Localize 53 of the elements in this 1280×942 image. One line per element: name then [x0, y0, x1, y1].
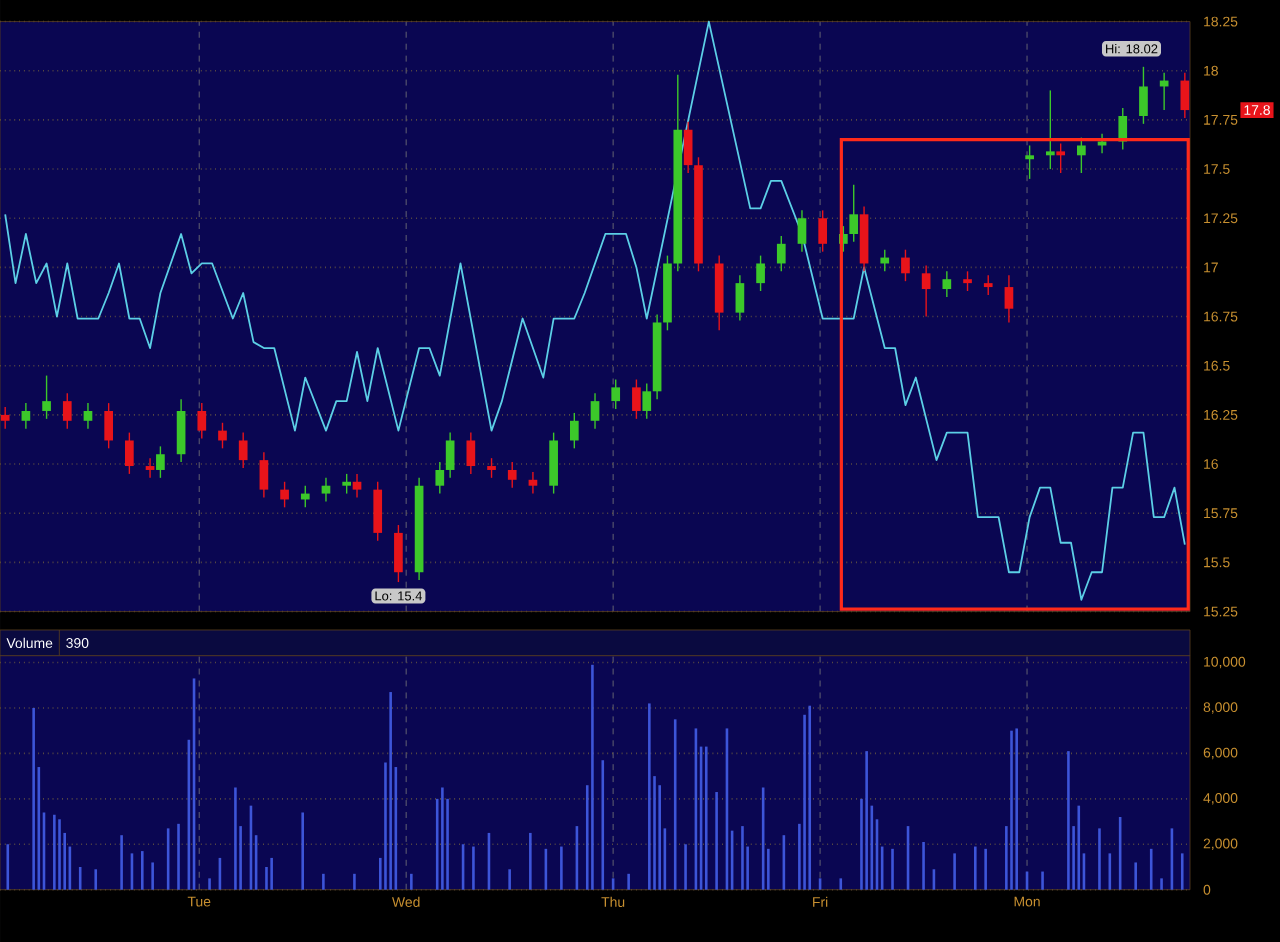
candlestick	[963, 270, 972, 292]
candlestick	[373, 481, 383, 542]
candlestick	[818, 209, 828, 253]
candlestick	[394, 524, 403, 583]
candlestick	[342, 473, 352, 495]
candlestick	[176, 398, 186, 463]
candlestick	[238, 431, 248, 469]
candlestick	[642, 382, 652, 420]
candlestick	[1004, 274, 1014, 324]
candlestick	[921, 264, 931, 318]
candlestick	[1025, 144, 1034, 180]
candlestick	[528, 471, 538, 495]
candlestick	[632, 378, 641, 420]
candlestick	[487, 457, 496, 479]
candlestick	[62, 392, 72, 430]
candlestick	[352, 473, 362, 499]
candlestick	[83, 402, 93, 430]
candlestick	[1118, 107, 1128, 151]
candlestick	[1056, 142, 1066, 174]
candlestick	[1077, 136, 1086, 174]
candlestick	[156, 445, 165, 479]
candlestick	[549, 431, 558, 495]
candlestick	[21, 402, 31, 430]
candlestick	[125, 431, 134, 475]
candlestick	[280, 481, 289, 509]
candlestick	[435, 461, 445, 495]
candlestick	[466, 431, 476, 475]
candlestick	[1045, 89, 1055, 170]
line-series	[4, 20, 1186, 601]
candlestick	[145, 457, 155, 479]
candlestick	[776, 235, 786, 273]
candlestick	[756, 254, 765, 292]
candlestick	[507, 461, 517, 489]
candlestick	[901, 249, 910, 282]
candlestick	[197, 402, 207, 440]
candlestick	[983, 274, 993, 296]
candlestick	[942, 270, 952, 298]
candlestick	[611, 378, 621, 410]
candlestick	[42, 374, 51, 420]
candlestick	[797, 209, 807, 253]
candlestick	[321, 477, 331, 503]
candlestick	[0, 406, 10, 430]
candlestick	[569, 412, 579, 450]
candlestick	[683, 121, 693, 174]
candlestick	[735, 274, 745, 322]
candlestick	[1139, 66, 1148, 125]
candlestick	[1180, 72, 1190, 119]
candlestick	[218, 422, 227, 450]
candlestick	[590, 392, 600, 430]
candlestick	[259, 451, 269, 499]
candlestick	[104, 402, 114, 450]
candlestick	[445, 431, 455, 479]
candlestick	[849, 184, 859, 243]
